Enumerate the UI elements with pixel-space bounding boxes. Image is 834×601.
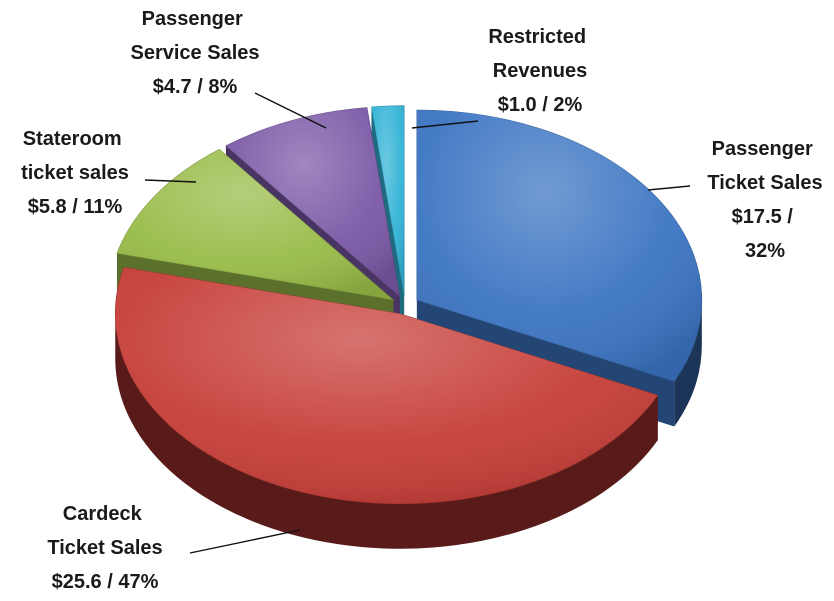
slice-shine [416,110,702,382]
label-line: Passenger [712,138,819,160]
label-line: $4.7 / 8% [153,76,238,98]
label-line: $1.0 / 2% [498,94,583,116]
label-line: Stateroom [23,128,127,150]
label-line: Revenues [493,60,588,82]
category-label: Passenger Ticket Sales [707,138,822,194]
leader-line [189,529,301,554]
label-line: $5.8 / 11% [28,196,123,218]
slice-shine [116,149,394,300]
slice-shine [115,267,658,504]
category-label: Stateroom ticket sales [21,128,129,184]
label-line: Passenger [142,8,249,30]
label-line: ticket sales [21,162,129,184]
slice-shine [371,105,405,296]
leader-line [144,179,197,183]
slice-side [674,300,702,427]
label-line: Ticket Sales [47,537,162,559]
category-label: Restricted Revenues [488,26,591,82]
label-line: Cardeck [63,503,148,525]
label-line: $25.6 / 47% [52,571,159,593]
label-line: Service Sales [131,42,260,64]
label-line: Ticket Sales [707,172,822,194]
category-label: Cardeck Ticket Sales [47,503,162,559]
value-label: $25.6 / 47% [52,571,159,593]
value-label: $1.0 / 2% [498,94,583,116]
leader-line [254,92,327,129]
label-line: Restricted [488,26,591,48]
value-label: $17.5 / 32% [732,206,799,262]
value-label: $4.7 / 8% [153,76,238,98]
category-label: Passenger Service Sales [131,8,260,64]
slice-side [115,313,658,549]
leader-line [411,120,479,129]
label-line: 32% [745,240,785,262]
value-label: $5.8 / 11% [28,196,123,218]
slice-shine [225,107,400,297]
leader-line [647,185,691,191]
label-line: $17.5 / [732,206,799,228]
